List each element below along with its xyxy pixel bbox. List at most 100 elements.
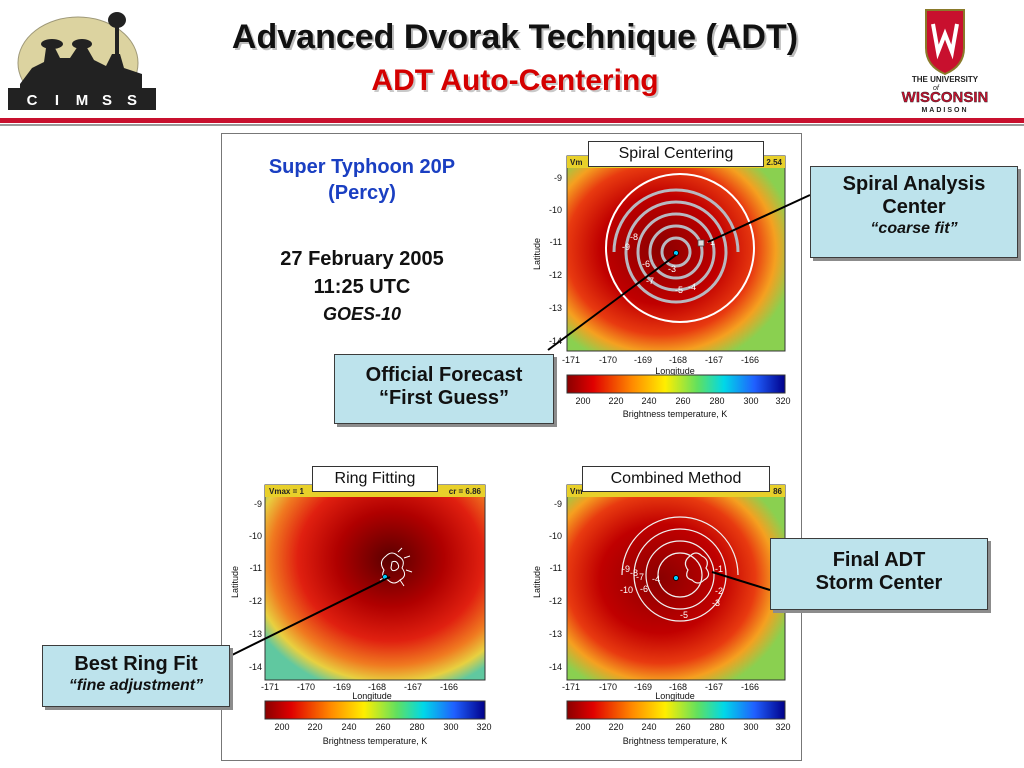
combined-contour-label: -5 xyxy=(680,610,688,620)
spiral-y-label: Latitude xyxy=(532,238,542,270)
callout-first-guess-line2: “First Guess” xyxy=(378,387,510,409)
cbar-tick: 240 xyxy=(641,396,656,406)
storm-date: 27 February 2005 xyxy=(280,248,444,270)
combined-first-guess-marker xyxy=(673,575,679,581)
storm-name-line1: Super Typhoon 20P xyxy=(268,156,456,178)
first-guess-marker xyxy=(673,250,679,256)
x-tick: -167 xyxy=(705,355,723,365)
spiral-colorbar-label: Brightness temperature, K xyxy=(623,409,728,419)
line-final-center xyxy=(711,571,771,591)
cbar-tick: 200 xyxy=(575,722,590,732)
cbar-tick: 260 xyxy=(375,722,390,732)
x-tick: -169 xyxy=(634,682,652,692)
y-tick: -14 xyxy=(549,662,562,672)
x-tick: -170 xyxy=(599,355,617,365)
spiral-colorbar-ticks: 200 220 240 260 280 300 320 xyxy=(575,396,790,406)
cbar-tick: 220 xyxy=(608,396,623,406)
ring-x-label: Longitude xyxy=(352,691,392,701)
callout-spiral-line2: Center xyxy=(882,196,946,218)
combined-contour-label: -2 xyxy=(715,586,723,596)
combined-contour-label: -4 xyxy=(652,574,660,584)
callout-spiral-note: “coarse fit” xyxy=(870,220,958,237)
callout-final-line1: Final ADT xyxy=(832,549,926,571)
y-tick: -11 xyxy=(250,563,262,573)
cimss-letter-s2: S xyxy=(127,92,137,109)
line-ring-fit xyxy=(229,576,391,657)
cbar-tick: 200 xyxy=(274,722,289,732)
x-tick: -169 xyxy=(634,355,652,365)
cbar-tick: 300 xyxy=(743,396,758,406)
spiral-contour-label: -1 xyxy=(707,237,715,247)
ring-y-label: Latitude xyxy=(230,566,240,598)
cbar-tick: 280 xyxy=(709,722,724,732)
slide-subtitle: ADT Auto-Centering xyxy=(371,64,659,97)
spiral-header-right: 2.54 xyxy=(766,158,782,167)
y-tick: -13 xyxy=(249,629,262,639)
callout-spiral-center: Spiral Analysis Center “coarse fit” xyxy=(810,166,1018,258)
x-tick: -167 xyxy=(705,682,723,692)
y-tick: -14 xyxy=(549,336,562,346)
x-tick: -168 xyxy=(669,682,687,692)
combined-y-ticks: -9 -10 -11 -12 -13 -14 xyxy=(549,499,562,672)
cbar-tick: 320 xyxy=(476,722,491,732)
spiral-contour-label: -5 xyxy=(675,285,683,295)
cbar-tick: 320 xyxy=(775,396,790,406)
y-tick: -14 xyxy=(249,662,262,672)
cimss-letter-m: M xyxy=(76,92,89,109)
header-rule-gray xyxy=(0,124,1024,126)
uw-of: of xyxy=(933,85,940,92)
y-tick: -10 xyxy=(249,531,262,541)
x-tick: -167 xyxy=(404,682,422,692)
storm-name-line2: (Percy) xyxy=(328,182,396,204)
ring-header-left: Vmax = 1 xyxy=(269,487,304,496)
combined-colorbar xyxy=(566,700,786,720)
callout-lines xyxy=(229,194,811,657)
spiral-center-marker xyxy=(697,239,705,247)
line-first-guess xyxy=(547,254,677,351)
y-tick: -10 xyxy=(549,205,562,215)
y-tick: -11 xyxy=(550,237,562,247)
combined-map: -9 -8 -7 -10 -6 -4 -1 -2 -3 -5 Vm 86 xyxy=(566,484,786,681)
x-tick: -168 xyxy=(368,682,386,692)
x-tick: -168 xyxy=(669,355,687,365)
combined-y-label: Latitude xyxy=(532,566,542,598)
x-tick: -170 xyxy=(599,682,617,692)
y-tick: -12 xyxy=(549,270,562,280)
combined-colorbar-ticks: 200 220 240 260 280 300 320 xyxy=(575,722,790,732)
y-tick: -12 xyxy=(249,596,262,606)
header-rule-red xyxy=(0,118,1024,123)
cimss-letter-s1: S xyxy=(102,92,112,109)
spiral-contour-label: -8 xyxy=(630,232,638,242)
callout-spiral-line1: Spiral Analysis xyxy=(842,173,986,195)
y-tick: -12 xyxy=(549,596,562,606)
combined-header-left: Vm xyxy=(570,487,582,496)
y-tick: -9 xyxy=(554,499,562,509)
x-tick: -166 xyxy=(440,682,458,692)
combined-contour-label: -8 xyxy=(630,568,638,578)
callout-final-line2: Storm Center xyxy=(815,572,943,594)
spiral-x-label: Longitude xyxy=(655,366,695,376)
y-tick: -11 xyxy=(550,563,562,573)
uw-line1: THE UNIVERSITY xyxy=(912,75,979,84)
line-spiral-center xyxy=(707,194,811,243)
combined-header-right: 86 xyxy=(773,487,782,496)
cbar-tick: 300 xyxy=(743,722,758,732)
ring-colorbar-label: Brightness temperature, K xyxy=(323,736,428,746)
y-tick: -10 xyxy=(549,531,562,541)
cbar-tick: 240 xyxy=(641,722,656,732)
combined-x-ticks: -171 -170 -169 -168 -167 -166 xyxy=(562,682,759,692)
uw-line2: WISCONSIN xyxy=(902,89,989,106)
callout-final-center: Final ADT Storm Center xyxy=(770,538,988,610)
callout-first-guess-line1: Official Forecast xyxy=(365,364,523,386)
ring-y-ticks: -9 -10 -11 -12 -13 -14 xyxy=(249,499,262,672)
spiral-map: -8 -9 -6 -7 -3 -5 -4 -1 Vm 2.54 xyxy=(566,155,786,352)
spiral-y-ticks: -9 -10 -11 -12 -13 -14 xyxy=(549,173,562,346)
callout-ring-fit: Best Ring Fit “fine adjustment” xyxy=(42,645,230,707)
combined-colorbar-label: Brightness temperature, K xyxy=(623,736,728,746)
combined-contour-label: -3 xyxy=(712,598,720,608)
combined-x-label: Longitude xyxy=(655,691,695,701)
cbar-tick: 240 xyxy=(341,722,356,732)
cimss-letter-c: C xyxy=(27,92,38,109)
x-tick: -170 xyxy=(297,682,315,692)
combined-contour-label: -10 xyxy=(620,585,633,595)
